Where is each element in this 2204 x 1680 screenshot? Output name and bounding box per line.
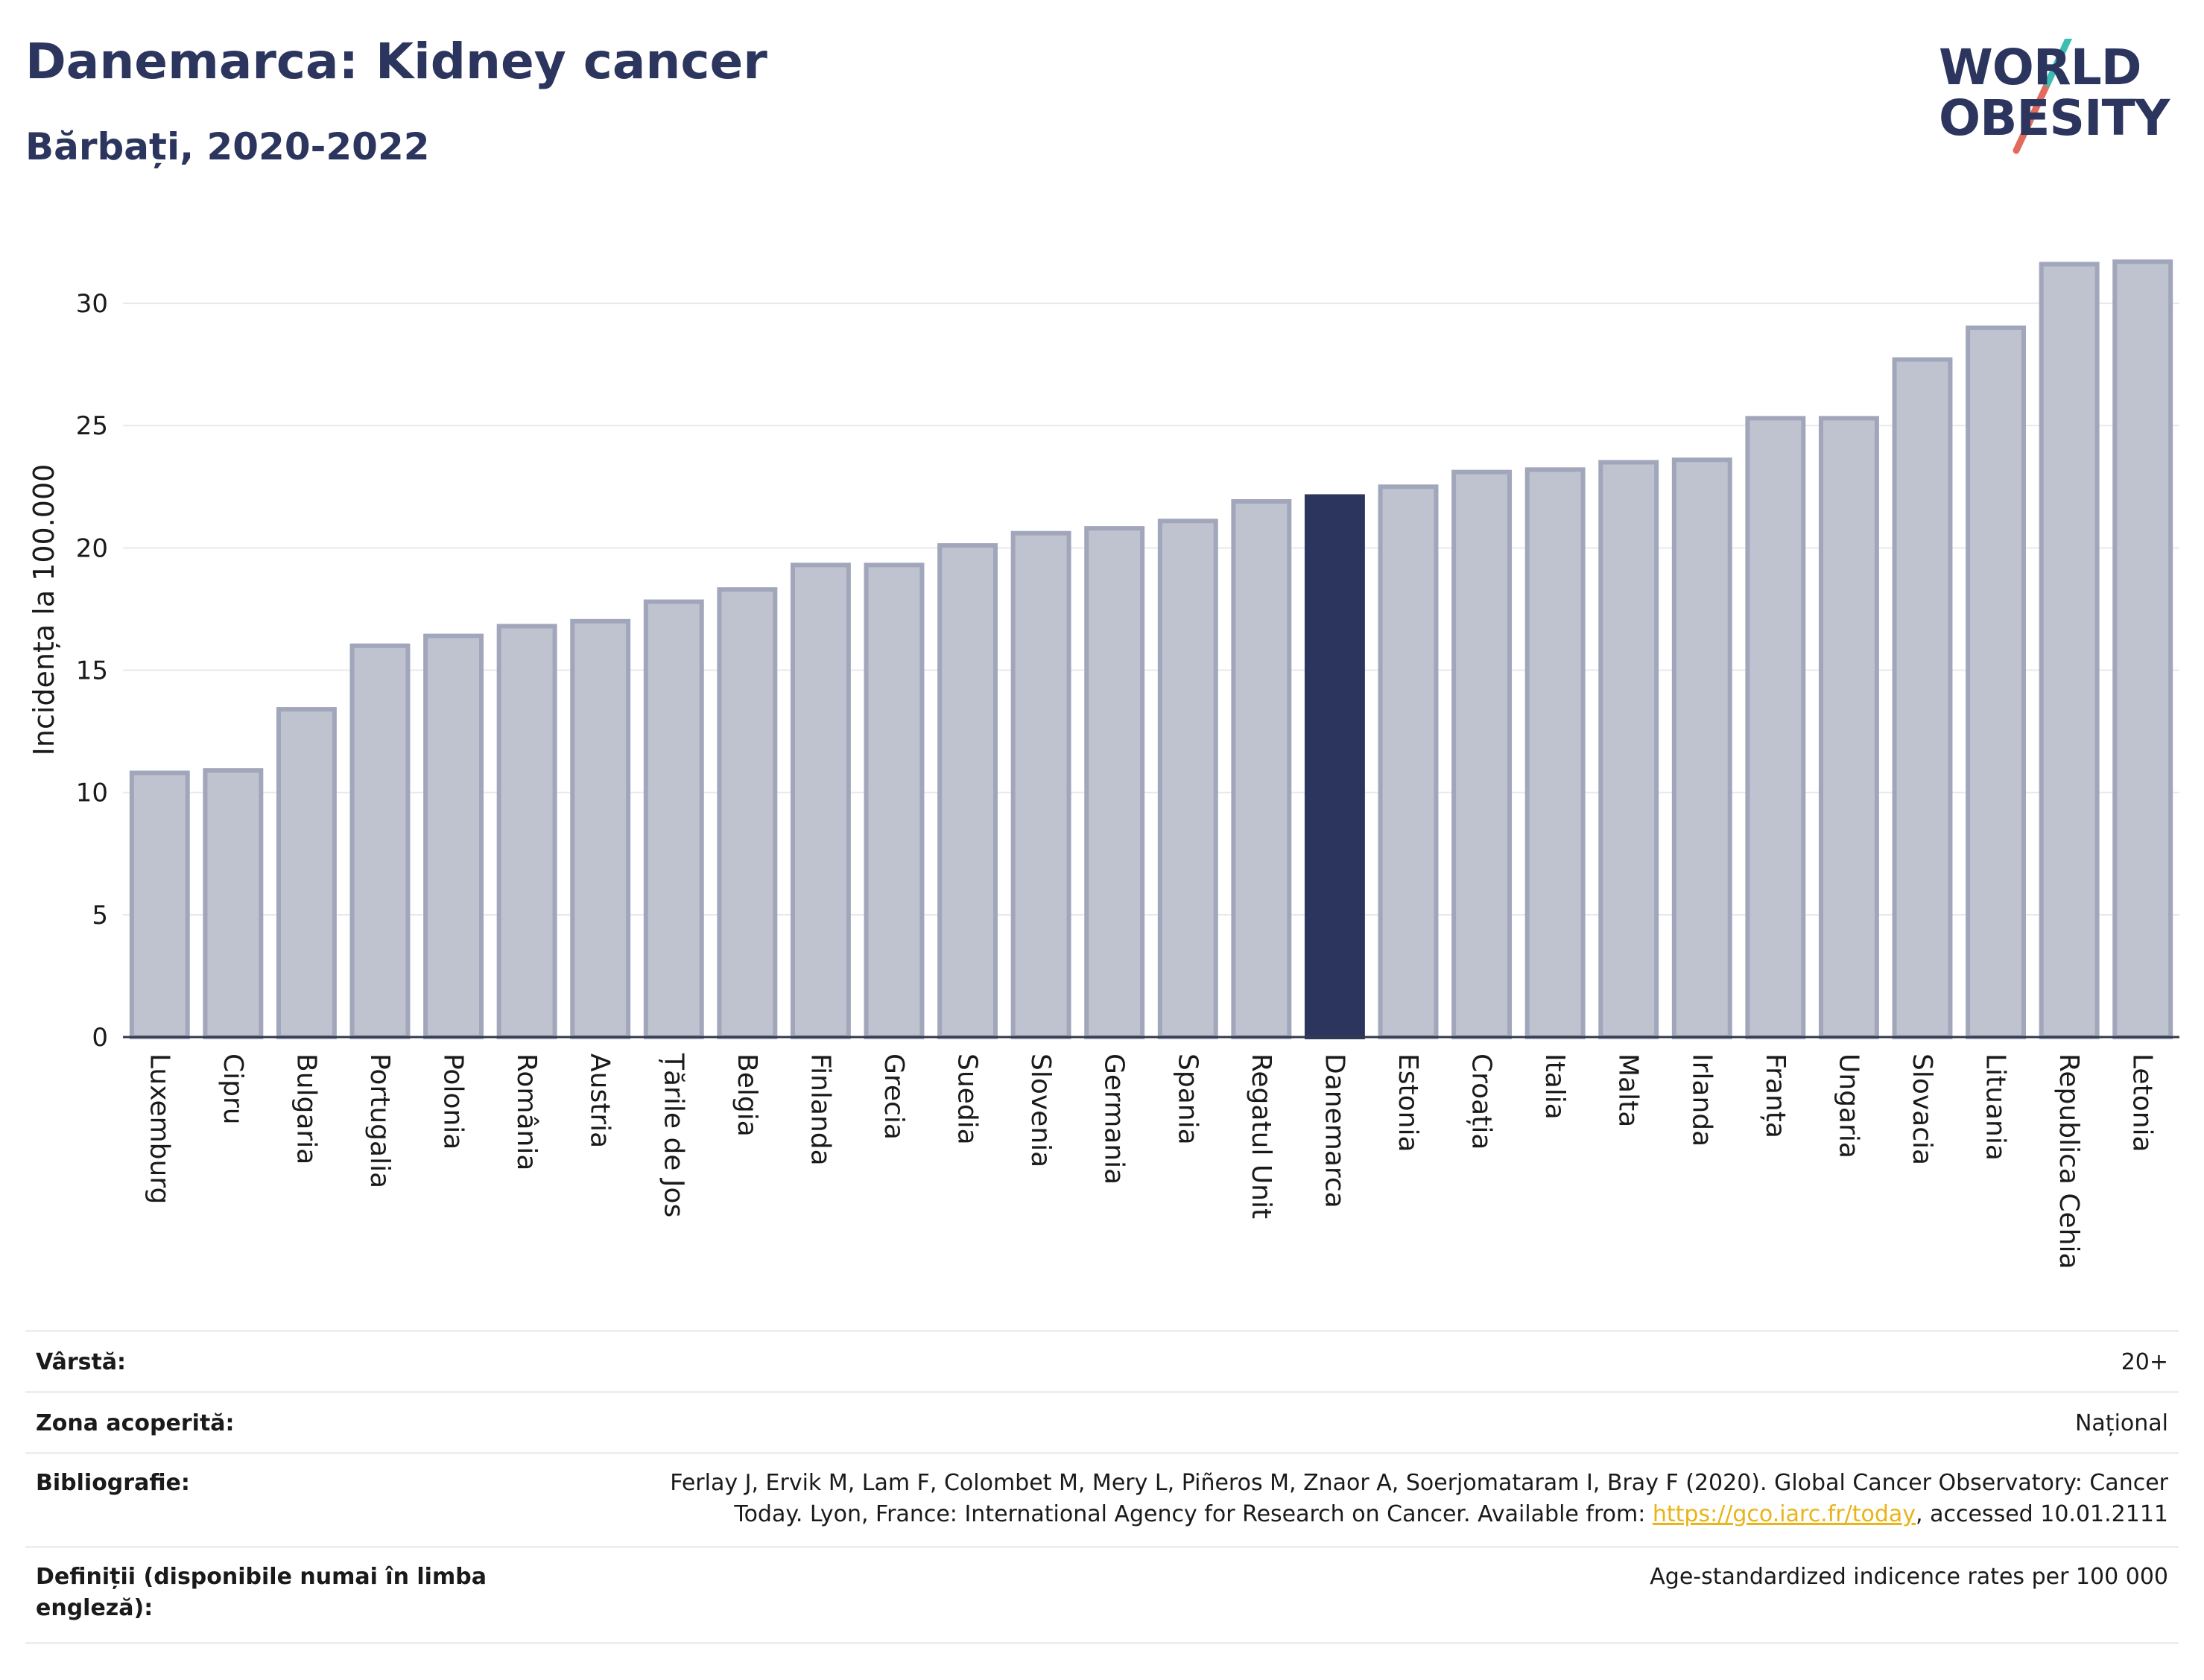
bibliography-accessed: , accessed 10.01.2111: [1916, 1501, 2168, 1527]
x-tick-label: Belgia: [732, 1053, 762, 1137]
x-tick-label: Ungaria: [1833, 1053, 1863, 1158]
x-tick-label: Croația: [1466, 1053, 1497, 1150]
y-axis-ticks: 0 5 10 15 20 25 30: [76, 289, 108, 1053]
x-tick-label: Irlanda: [1686, 1053, 1717, 1147]
x-tick-label: Lituania: [1980, 1053, 2011, 1161]
bar-spania: [1157, 519, 1218, 1040]
x-tick-label: Danemarca: [1319, 1053, 1349, 1208]
y-tick-label: 20: [76, 533, 108, 563]
bar-grecia: [864, 562, 925, 1039]
bar-franța: [1745, 416, 1806, 1039]
meta-value-bibliography: Ferlay J, Ervik M, Lam F, Colombet M, Me…: [670, 1468, 2168, 1530]
x-tick-label: Finlanda: [805, 1053, 835, 1166]
bar-românia: [496, 624, 557, 1039]
meta-value-age: 20+: [2121, 1349, 2168, 1375]
bar-lituania: [1966, 325, 2027, 1039]
bar-portugalia: [349, 643, 411, 1039]
bar-bulgaria: [276, 707, 337, 1039]
bar-letonia: [2112, 259, 2173, 1039]
x-tick-label: Suedia: [952, 1053, 983, 1145]
bibliography-link[interactable]: https://gco.iarc.fr/today: [1652, 1501, 1916, 1527]
bars: [129, 259, 2173, 1040]
bar-chart: 0 5 10 15 20 25 30 Luxemburg Cipru Bulgaria Portu…: [28, 259, 2179, 1269]
y-tick-label: 10: [76, 779, 108, 808]
x-tick-label: Bulgaria: [291, 1053, 321, 1164]
logo-slash-icon: [2013, 39, 2073, 154]
page-subtitle: Bărbați, 2020-2022: [25, 125, 430, 168]
bar-austria: [570, 618, 631, 1039]
x-tick-label: Letonia: [2127, 1053, 2158, 1153]
y-tick-label: 0: [92, 1023, 108, 1053]
x-tick-label: Spania: [1172, 1053, 1203, 1145]
meta-row-coverage: Zona acoperită: Național: [25, 1391, 2179, 1454]
x-tick-label: Germania: [1099, 1053, 1130, 1185]
bar-suedia: [937, 543, 998, 1039]
bibliography-line-2: Today. Lyon, France: International Agenc…: [670, 1499, 2168, 1530]
page-title: Danemarca: Kidney cancer: [25, 33, 767, 90]
x-tick-label: România: [511, 1053, 542, 1170]
meta-row-definitions: Definiții (disponibile numai în limba en…: [25, 1546, 2179, 1644]
meta-row-age: Vârstă: 20+: [25, 1330, 2179, 1393]
y-axis-label: Incidența la 100.000: [28, 464, 60, 756]
bar-slovenia: [1010, 530, 1071, 1039]
world-obesity-logo: WORLD OBESITY: [1928, 39, 2182, 158]
bar-irlanda: [1671, 457, 1732, 1039]
bar-estonia: [1378, 484, 1439, 1039]
meta-row-bibliography: Bibliografie: Ferlay J, Ervik M, Lam F, …: [25, 1452, 2179, 1548]
meta-label-definitions: Definiții (disponibile numai în limba en…: [36, 1564, 487, 1621]
x-tick-label: Țările de Jos: [658, 1053, 688, 1217]
x-tick-label: Malta: [1613, 1053, 1644, 1127]
bar-regatul-unit: [1231, 499, 1292, 1039]
x-tick-label: Austria: [585, 1053, 615, 1148]
bar-croația: [1451, 469, 1513, 1039]
bar-italia: [1524, 467, 1586, 1039]
x-axis-ticks: Luxemburg Cipru Bulgaria Portugalia Polonia R…: [144, 1053, 2157, 1269]
x-tick-label: Republica Cehia: [2053, 1053, 2084, 1269]
x-tick-label: Luxemburg: [144, 1053, 174, 1204]
logo-word-obesity: OBESITY: [1939, 89, 2170, 147]
y-tick-label: 5: [92, 901, 108, 931]
x-tick-label: Grecia: [878, 1053, 909, 1140]
x-tick-label: Slovacia: [1907, 1053, 1937, 1165]
bar-țările-de-jos: [643, 599, 704, 1039]
bar-republica-cehia: [2039, 261, 2100, 1039]
x-tick-label: Polonia: [438, 1053, 469, 1150]
bar-cipru: [203, 768, 264, 1039]
y-tick-label: 25: [76, 411, 108, 441]
meta-value-coverage: Național: [2074, 1410, 2168, 1436]
y-tick-label: 15: [76, 656, 108, 686]
bibliography-text: Today. Lyon, France: International Agenc…: [734, 1501, 1653, 1527]
bar-germania: [1084, 526, 1145, 1039]
x-tick-label: Italia: [1539, 1053, 1570, 1120]
bibliography-line-1: Ferlay J, Ervik M, Lam F, Colombet M, Me…: [670, 1470, 2168, 1496]
x-tick-label: Regatul Unit: [1246, 1053, 1276, 1219]
meta-label-age: Vârstă:: [36, 1349, 127, 1375]
x-tick-label: Estonia: [1393, 1053, 1423, 1153]
bar-ungaria: [1818, 416, 1879, 1039]
bar-finlanda: [790, 562, 851, 1039]
x-tick-label: Cipru: [218, 1053, 248, 1125]
meta-value-definitions: Age-standardized indicence rates per 100…: [1650, 1564, 2168, 1590]
bar-malta: [1598, 460, 1659, 1039]
bar-slovacia: [1892, 357, 1953, 1039]
x-tick-label: Franța: [1760, 1053, 1790, 1138]
x-tick-label: Portugalia: [364, 1053, 395, 1188]
x-tick-label: Slovenia: [1025, 1053, 1056, 1167]
meta-label-bibliography: Bibliografie:: [36, 1470, 190, 1496]
bar-danemarca: [1304, 494, 1365, 1039]
bar-belgia: [717, 587, 778, 1039]
y-tick-label: 30: [76, 289, 108, 319]
logo-word-world: WORLD: [1939, 39, 2142, 96]
bar-luxemburg: [129, 770, 190, 1039]
bar-polonia: [423, 633, 484, 1039]
meta-label-coverage: Zona acoperită:: [36, 1410, 235, 1436]
